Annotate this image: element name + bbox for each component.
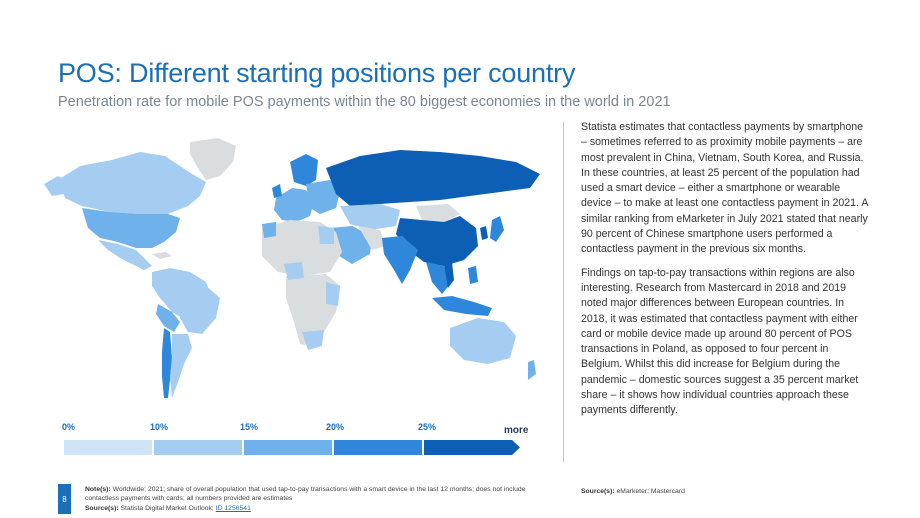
legend-swatch-10 [154, 440, 242, 455]
map-region-brazil [180, 286, 220, 334]
legend-label-10: 10% [150, 422, 169, 432]
map-region-morocco [262, 222, 276, 238]
map-region-east-africa [326, 282, 340, 306]
footnotes: Note(s): Worldwide; 2021; share of overa… [85, 485, 555, 513]
map-region-indonesia [432, 296, 492, 316]
legend-swatch-20 [334, 440, 422, 455]
legend-label-20: 20% [326, 422, 345, 432]
legend-label-25: 25% [418, 422, 437, 432]
map-region-mongolia [416, 204, 460, 222]
legend-label-more: more [504, 425, 529, 436]
map-region-korea [480, 226, 488, 240]
map-region-caribbean [152, 252, 172, 259]
map-region-central-asia [340, 204, 400, 230]
map-region-south-africa [302, 330, 324, 350]
map-region-greenland [190, 138, 236, 180]
map-region-usa [82, 208, 180, 248]
right-sources: Source(s): eMarketer; Mastercard [581, 488, 685, 495]
map-region-india [382, 236, 418, 284]
notes-line: Note(s): Worldwide; 2021; share of overa… [85, 485, 555, 504]
map-legend: 0% 10% 15% 20% 25% more [62, 422, 532, 456]
right-sources-text: eMarketer; Mastercard [616, 488, 685, 495]
world-map [40, 122, 550, 412]
body-paragraph-1: Statista estimates that contactless paym… [581, 121, 868, 256]
map-region-philippines [468, 266, 478, 284]
map-region-japan [490, 216, 504, 242]
map-region-egypt [318, 226, 334, 244]
legend-swatch-25-arrow [424, 440, 520, 455]
map-region-chile [162, 328, 172, 398]
notes-text: Worldwide; 2021; share of overall popula… [85, 486, 526, 503]
world-map-svg [44, 138, 540, 398]
map-region-russia [326, 150, 540, 206]
map-region-alaska [44, 176, 68, 196]
page-number: 8 [58, 484, 71, 514]
legend-label-0: 0% [62, 422, 76, 432]
sources-text: Statista Digital Market Outlook; [120, 504, 214, 512]
map-region-new-zealand [528, 360, 536, 380]
column-divider [563, 122, 564, 462]
body-text: Statista estimates that contactless paym… [581, 120, 871, 427]
map-region-mexico [98, 240, 152, 270]
page-subtitle: Penetration rate for mobile POS payments… [58, 94, 671, 110]
right-sources-label: Source(s): [581, 488, 615, 495]
sources-label: Source(s): [85, 504, 119, 512]
map-region-peru [156, 304, 180, 332]
statista-id-link[interactable]: ID 1256541 [215, 504, 251, 512]
sources-line: Source(s): Statista Digital Market Outlo… [85, 504, 555, 513]
map-region-australia [450, 318, 516, 364]
map-region-iran [358, 226, 386, 250]
map-region-argentina [170, 334, 192, 398]
map-region-scandinavia [290, 154, 318, 186]
legend-swatch-15 [244, 440, 332, 455]
map-region-nigeria [284, 262, 304, 280]
legend-swatch-0 [64, 440, 152, 455]
page-title: POS: Different starting positions per co… [58, 58, 576, 88]
map-region-eastern-europe [306, 180, 340, 214]
map-region-canada [58, 152, 206, 214]
map-region-uk [272, 184, 282, 198]
map-region-vietnam [444, 262, 454, 288]
body-paragraph-2: Findings on tap-to-pay transactions with… [581, 266, 859, 417]
legend-label-15: 15% [240, 422, 259, 432]
map-region-europe-west [274, 188, 314, 222]
notes-label: Note(s): [85, 486, 111, 493]
